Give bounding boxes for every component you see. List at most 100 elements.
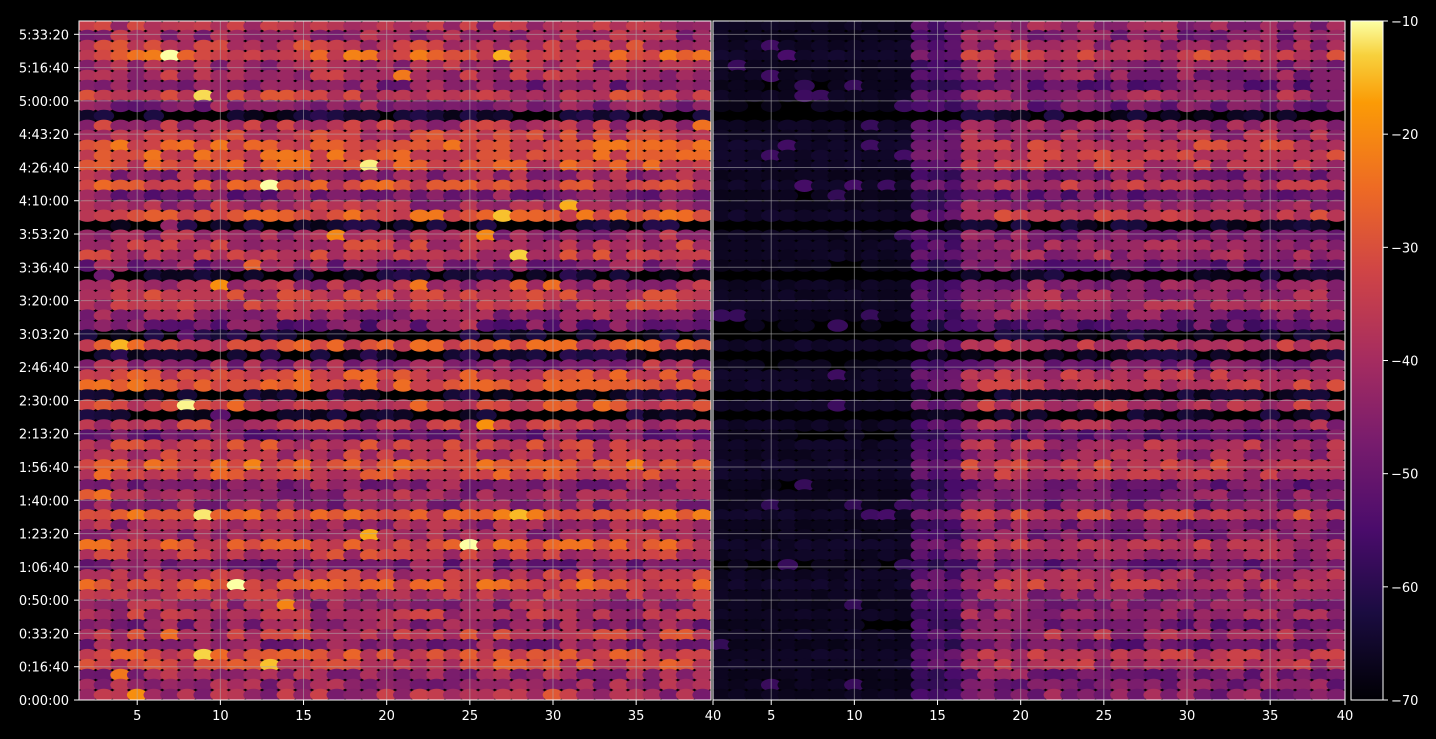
heatmap-cell bbox=[1243, 379, 1264, 392]
heatmap-cell bbox=[943, 169, 965, 182]
heatmap-cell bbox=[243, 119, 264, 132]
heatmap-cell bbox=[110, 339, 131, 352]
heatmap-cell bbox=[675, 389, 697, 402]
heatmap-cell bbox=[592, 259, 614, 272]
heatmap-cell bbox=[343, 598, 364, 612]
heatmap-cell bbox=[160, 618, 181, 632]
heatmap-cell bbox=[894, 369, 915, 382]
heatmap-cell bbox=[827, 99, 848, 113]
heatmap-cell bbox=[193, 688, 214, 700]
heatmap-cell bbox=[110, 469, 131, 482]
heatmap-cell bbox=[492, 379, 514, 392]
heatmap-cell bbox=[143, 399, 165, 412]
heatmap-cell bbox=[1027, 449, 1048, 462]
heatmap-cell bbox=[877, 479, 898, 492]
heatmap-cell bbox=[744, 459, 765, 472]
heatmap-cell bbox=[193, 439, 214, 452]
heatmap-cell bbox=[777, 678, 799, 692]
heatmap-cell bbox=[426, 469, 447, 482]
heatmap-cell bbox=[476, 309, 497, 322]
heatmap-cell bbox=[576, 199, 597, 212]
heatmap-cell bbox=[110, 319, 131, 332]
heatmap-cell bbox=[977, 549, 998, 562]
heatmap-cell bbox=[1126, 439, 1148, 452]
heatmap-cell bbox=[592, 638, 614, 652]
heatmap-cell bbox=[794, 159, 815, 172]
heatmap-cell bbox=[1210, 459, 1231, 472]
heatmap-cell bbox=[1043, 189, 1065, 202]
heatmap-cell bbox=[659, 409, 680, 422]
heatmap-cell bbox=[960, 489, 982, 502]
heatmap-cell bbox=[79, 359, 98, 372]
heatmap-cell bbox=[260, 99, 281, 113]
heatmap-cell bbox=[877, 369, 898, 382]
heatmap-cell bbox=[960, 69, 982, 83]
heatmap-cell bbox=[576, 39, 597, 53]
heatmap-cell bbox=[160, 159, 181, 172]
heatmap-cell bbox=[326, 109, 348, 123]
heatmap-cell bbox=[713, 419, 732, 432]
heatmap-cell bbox=[1143, 389, 1164, 402]
heatmap-cell bbox=[526, 149, 547, 162]
heatmap-cell bbox=[977, 678, 998, 692]
heatmap-cell bbox=[860, 638, 882, 652]
heatmap-cell bbox=[1126, 239, 1148, 252]
heatmap-cell bbox=[476, 179, 497, 192]
heatmap-cell bbox=[426, 579, 447, 592]
heatmap-cell bbox=[1110, 349, 1131, 362]
heatmap-cell bbox=[426, 479, 447, 492]
heatmap-cell bbox=[977, 519, 998, 532]
heatmap-cell bbox=[160, 399, 181, 412]
heatmap-cell bbox=[642, 21, 664, 33]
heatmap-cell bbox=[426, 319, 447, 332]
heatmap-cell bbox=[827, 399, 848, 412]
heatmap-cell bbox=[827, 628, 848, 642]
heatmap-cell bbox=[794, 499, 815, 512]
heatmap-cell bbox=[326, 529, 348, 542]
heatmap-cell bbox=[1110, 469, 1131, 482]
heatmap-cell bbox=[93, 29, 115, 43]
heatmap-cell bbox=[1043, 489, 1065, 502]
heatmap-cell bbox=[1210, 489, 1231, 502]
heatmap-cell bbox=[1076, 449, 1098, 462]
heatmap-cell bbox=[1060, 99, 1081, 113]
heatmap-cell bbox=[509, 149, 530, 162]
heatmap-cell bbox=[659, 559, 680, 572]
heatmap-cell bbox=[226, 229, 248, 242]
heatmap-cell bbox=[1226, 549, 1248, 562]
heatmap-cell bbox=[176, 259, 198, 272]
heatmap-cell bbox=[442, 29, 464, 43]
heatmap-cell bbox=[1143, 359, 1164, 372]
heatmap-cell bbox=[675, 618, 697, 632]
heatmap-cell bbox=[1243, 509, 1264, 522]
heatmap-cell bbox=[393, 99, 414, 113]
heatmap-cell bbox=[960, 119, 982, 132]
heatmap-cell bbox=[176, 648, 198, 662]
heatmap-cell bbox=[426, 259, 447, 272]
heatmap-cell bbox=[910, 459, 932, 472]
heatmap-cell bbox=[176, 69, 198, 83]
heatmap-cell bbox=[176, 638, 198, 652]
heatmap-cell bbox=[810, 249, 832, 262]
heatmap-cell bbox=[1126, 109, 1148, 123]
heatmap-cell bbox=[1226, 598, 1248, 612]
heatmap-cell bbox=[79, 239, 98, 252]
heatmap-cell bbox=[1243, 638, 1264, 652]
heatmap-cell bbox=[509, 339, 530, 352]
heatmap-cell bbox=[226, 379, 248, 392]
heatmap-cell bbox=[110, 549, 131, 562]
heatmap-cell bbox=[343, 39, 364, 53]
heatmap-cell bbox=[492, 179, 514, 192]
heatmap-cell bbox=[609, 129, 630, 142]
heatmap-cell bbox=[860, 598, 882, 612]
heatmap-cell bbox=[1160, 259, 1181, 272]
heatmap-cell bbox=[1110, 658, 1131, 672]
heatmap-cell bbox=[79, 319, 98, 332]
heatmap-cell bbox=[727, 539, 749, 552]
heatmap-cell bbox=[359, 259, 381, 272]
heatmap-cell bbox=[713, 589, 732, 602]
heatmap-cell bbox=[176, 549, 198, 562]
heatmap-cell bbox=[143, 109, 165, 123]
heatmap-cell bbox=[176, 658, 198, 672]
heatmap-cell bbox=[226, 479, 248, 492]
